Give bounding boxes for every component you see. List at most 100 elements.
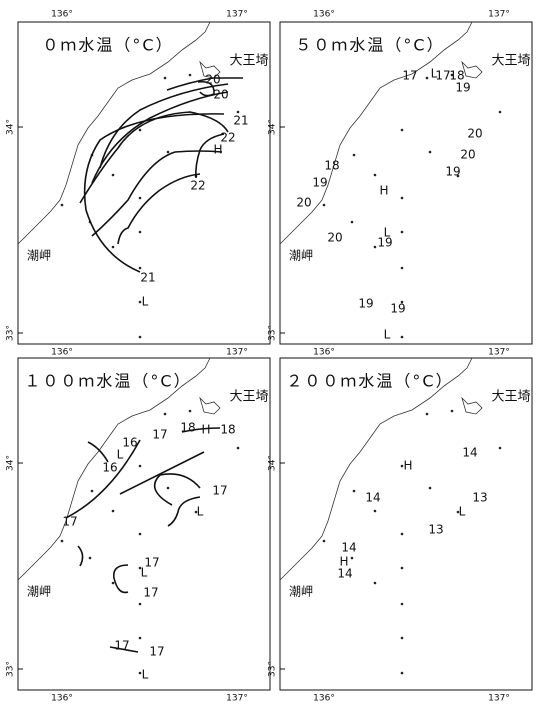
contour-label: L (384, 328, 391, 342)
station (456, 510, 460, 514)
station (138, 266, 142, 270)
contour-label: 19 (312, 176, 327, 190)
lat-label: 33° (268, 661, 278, 677)
contour (117, 173, 201, 245)
lat-label: 33° (6, 325, 16, 341)
station (373, 509, 377, 513)
lon-label: 137° (226, 10, 248, 20)
contour-label: L (142, 668, 149, 682)
station (188, 73, 192, 77)
panel-frame (279, 21, 533, 345)
coast-line (17, 357, 211, 581)
contour-label: 14 (337, 567, 352, 581)
station (138, 532, 142, 536)
contour-label: 17 (143, 586, 158, 600)
contour-label: 20 (296, 196, 311, 210)
contour (166, 77, 243, 91)
lon-label: 137° (488, 348, 510, 358)
contour-label: 17 (114, 639, 129, 653)
station (188, 409, 192, 413)
lat-label: 33° (6, 661, 16, 677)
station (138, 671, 142, 675)
station (400, 566, 404, 570)
station (138, 300, 142, 304)
station (236, 110, 240, 114)
contour-label: 21 (140, 271, 155, 285)
station (138, 196, 142, 200)
station (111, 581, 115, 585)
panel-frame (17, 21, 271, 345)
contour-label: H (213, 143, 222, 157)
contour-label: 17 (435, 69, 450, 83)
contour-label: 22 (190, 179, 205, 193)
station (400, 266, 404, 270)
contour-label: 20 (327, 231, 342, 245)
station (194, 510, 198, 514)
station (456, 174, 460, 178)
place-label: 大王埼 (229, 390, 268, 405)
contour-label: L (141, 566, 148, 580)
station (428, 150, 432, 154)
lon-label: 136° (313, 348, 335, 358)
contour (109, 646, 139, 653)
contour-label: 17 (149, 645, 164, 659)
station (322, 203, 326, 207)
contour-label: 19 (445, 165, 460, 179)
peninsula (461, 60, 483, 79)
contour-label: H (201, 423, 210, 437)
station (450, 73, 454, 77)
contour-label: H (339, 555, 348, 569)
contour-label: 19 (358, 297, 373, 311)
lon-label: 137° (226, 348, 248, 358)
coast-line (17, 21, 211, 245)
contour-label: 20 (213, 88, 228, 102)
station (60, 203, 64, 207)
contour (77, 545, 84, 567)
lat-label: 33° (268, 325, 278, 341)
contour (91, 150, 223, 237)
station (450, 409, 454, 413)
contour-label: 19 (455, 81, 470, 95)
contour-label: 17 (402, 69, 417, 83)
contour-label: 13 (428, 523, 443, 537)
lon-label: 137° (488, 694, 510, 704)
contour (87, 441, 109, 463)
station (163, 412, 167, 416)
contour (91, 91, 229, 184)
coastline (17, 21, 240, 339)
station (373, 581, 377, 585)
contour (79, 111, 229, 204)
contour-label: 20 (205, 73, 220, 87)
place-label: 大王埼 (491, 54, 530, 69)
contour-label: 14 (462, 446, 477, 460)
panel-title: １００ｍ水温（°C） (24, 372, 191, 391)
place-label: 潮岬 (289, 584, 313, 599)
contour-label: L (459, 505, 466, 519)
contour-label: 13 (472, 491, 487, 505)
contour (112, 564, 129, 594)
contour-label: 16 (122, 436, 137, 450)
station (400, 636, 404, 640)
contour (195, 133, 225, 179)
station (60, 539, 64, 543)
station (498, 110, 502, 114)
contour-label: 20 (460, 148, 475, 162)
lat-label: 34° (268, 119, 278, 135)
station (350, 556, 354, 560)
station (400, 532, 404, 536)
contour-label: L (117, 448, 124, 462)
station (88, 556, 92, 560)
station (400, 300, 404, 304)
contour-label: 17 (62, 515, 77, 529)
station (138, 566, 142, 570)
contour-label: L (384, 226, 391, 240)
coastline (279, 21, 502, 339)
contour (167, 496, 201, 527)
contour-label: 18 (324, 159, 339, 173)
contour-label: 19 (390, 302, 405, 316)
panel-title: ５０ｍ水温（°C） (295, 36, 444, 55)
lat-label: 34° (6, 455, 16, 471)
